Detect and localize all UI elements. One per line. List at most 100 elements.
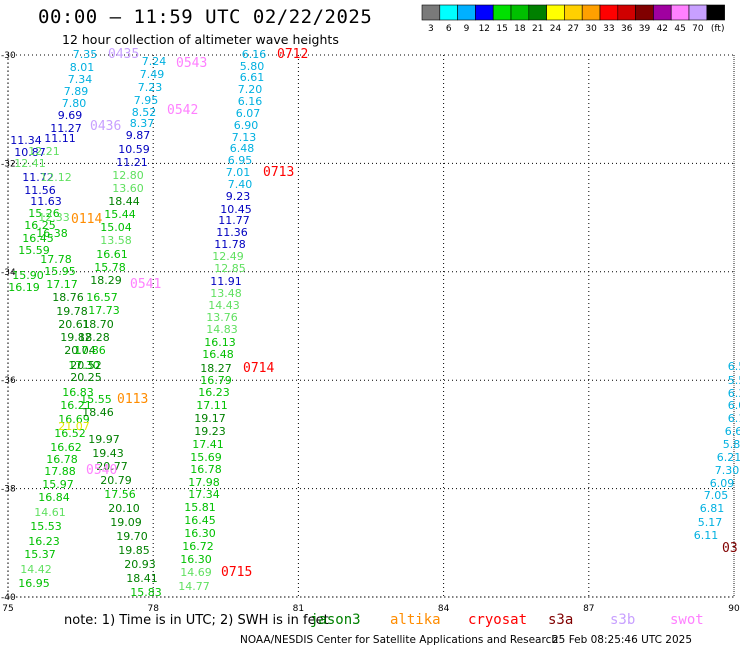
track-label: 0714 [243, 361, 274, 376]
swh-value: 16.45 [22, 232, 54, 245]
track-label: 0715 [221, 565, 252, 580]
swh-value: 18.41 [126, 572, 158, 585]
swh-value: 16.19 [8, 281, 40, 294]
swh-value: 6.01 [728, 399, 740, 412]
swh-value: 15.69 [190, 451, 222, 464]
swh-value: 11.77 [218, 214, 250, 227]
swh-value: 15.90 [12, 269, 44, 282]
track-saral-0113: 0113 [117, 392, 148, 407]
swh-value: 19.78 [56, 305, 88, 318]
colorbar-label: 27 [568, 24, 579, 34]
swh-value: 6.14 [728, 412, 740, 425]
swh-value: 17.78 [40, 253, 72, 266]
track-cryosat-0713: 0713 [263, 165, 294, 180]
lat-tick-label: -36 [1, 376, 16, 386]
swh-value: 18.29 [90, 274, 122, 287]
swh-value: 16.21 [60, 399, 92, 412]
swh-value: 6.16 [238, 95, 263, 108]
track-label: 0435 [108, 47, 139, 62]
track-label: 0436 [90, 119, 121, 134]
swh-value: 7.35 [73, 48, 98, 61]
lon-tick-label: 78 [147, 604, 159, 614]
lon-tick-label: 87 [583, 604, 594, 614]
swh-value: 17.41 [192, 438, 224, 451]
swh-value: 20.04 [64, 344, 96, 357]
footer-timestamp: 25 Feb 08:25:46 UTC 2025 [552, 634, 692, 646]
swh-value: 16.61 [96, 248, 128, 261]
swh-value: 11.56 [24, 184, 56, 197]
track-swot-0540: 0540 [86, 463, 117, 478]
swh-value: 16.79 [200, 374, 232, 387]
swh-value: 5.17 [698, 516, 723, 529]
track-s3b-0435: 7.358.017.347.897.809.6911.2711.3410.871… [8, 47, 139, 294]
swh-value: 11.78 [214, 238, 246, 251]
swh-value: 17.17 [46, 278, 78, 291]
colorbar-label: 39 [639, 24, 651, 34]
swh-value: 9.87 [126, 129, 151, 142]
swh-value: 12.21 [28, 145, 60, 158]
swh-value: 20.79 [100, 474, 132, 487]
lat-tick-label: -40 [1, 593, 16, 603]
swh-value: 19.17 [194, 412, 226, 425]
swh-value: 21.07 [58, 420, 90, 433]
colorbar-label: 9 [464, 24, 470, 34]
swh-value: 15.59 [18, 244, 50, 257]
swh-value: 12.12 [40, 171, 72, 184]
swh-value: 11.63 [30, 195, 62, 208]
swh-value: 5.80 [240, 60, 265, 73]
track-label: 0540 [86, 463, 117, 478]
swh-value: 9.69 [58, 109, 83, 122]
swh-value: 9.23 [226, 190, 251, 203]
colorbar-label: (ft) [711, 24, 725, 34]
swh-value: 11.34 [10, 134, 42, 147]
colorbar-label: 12 [479, 24, 490, 34]
swh-value: 5.86 [723, 438, 740, 451]
swh-value: 16.84 [38, 491, 70, 504]
track-label: 0543 [176, 56, 207, 71]
swh-value: 14.77 [178, 580, 210, 593]
swh-value: 17.73 [88, 304, 120, 317]
swh-value: 8.52 [132, 106, 157, 119]
swh-value: 15.53 [30, 520, 62, 533]
lat-tick-label: -32 [1, 159, 16, 169]
swh-value: 20.93 [124, 558, 156, 571]
track-label: 0712 [277, 47, 308, 62]
colorbar-label: 6 [446, 24, 452, 34]
swh-value: 16.62 [50, 441, 82, 454]
track-cryosat-0714: 0714 [243, 361, 274, 376]
swh-value: 12.80 [112, 169, 144, 182]
swh-value: 7.30 [715, 464, 740, 477]
swh-value: 8.01 [70, 61, 95, 74]
legend-altika: altika [390, 612, 441, 628]
swh-value: 15.78 [94, 261, 126, 274]
footer-credit: NOAA/NESDIS Center for Satellite Applica… [240, 634, 558, 646]
swh-value: 7.89 [64, 85, 89, 98]
swh-value: 5.55 [728, 374, 740, 387]
lat-tick-label: -34 [1, 268, 16, 278]
swh-value: 8.37 [130, 117, 155, 130]
swh-value: 20.52 [70, 359, 102, 372]
swh-value: 16.48 [202, 348, 234, 361]
swh-value: 13.58 [100, 234, 132, 247]
swh-value: 6.39 [728, 387, 740, 400]
legend-swot: swot [670, 612, 704, 628]
swh-value: 16.52 [54, 427, 86, 440]
swh-value: 6.95 [228, 154, 253, 167]
swh-value: 13.76 [206, 311, 238, 324]
legend-jason3: jason3 [310, 612, 361, 628]
legend-s3b: s3b [610, 612, 636, 628]
legend-s3a: s3a [548, 612, 574, 628]
track-label: 0542 [167, 103, 198, 118]
swh-value: 15.97 [42, 478, 74, 491]
lon-tick-label: 90 [728, 604, 740, 614]
swh-value: 16.95 [18, 577, 50, 590]
colorbar-label: 45 [674, 24, 685, 34]
swh-value: 18.27 [200, 362, 232, 375]
swh-value: 7.49 [140, 68, 165, 81]
swh-value: 16.78 [190, 463, 222, 476]
swh-value: 16.23 [28, 535, 60, 548]
footer-note: note: 1) Time is in UTC; 2) SWH is in fe… [64, 613, 329, 628]
lon-tick-label: 75 [2, 604, 13, 614]
swh-value: 18.28 [78, 331, 110, 344]
swh-value: 17.88 [44, 465, 76, 478]
